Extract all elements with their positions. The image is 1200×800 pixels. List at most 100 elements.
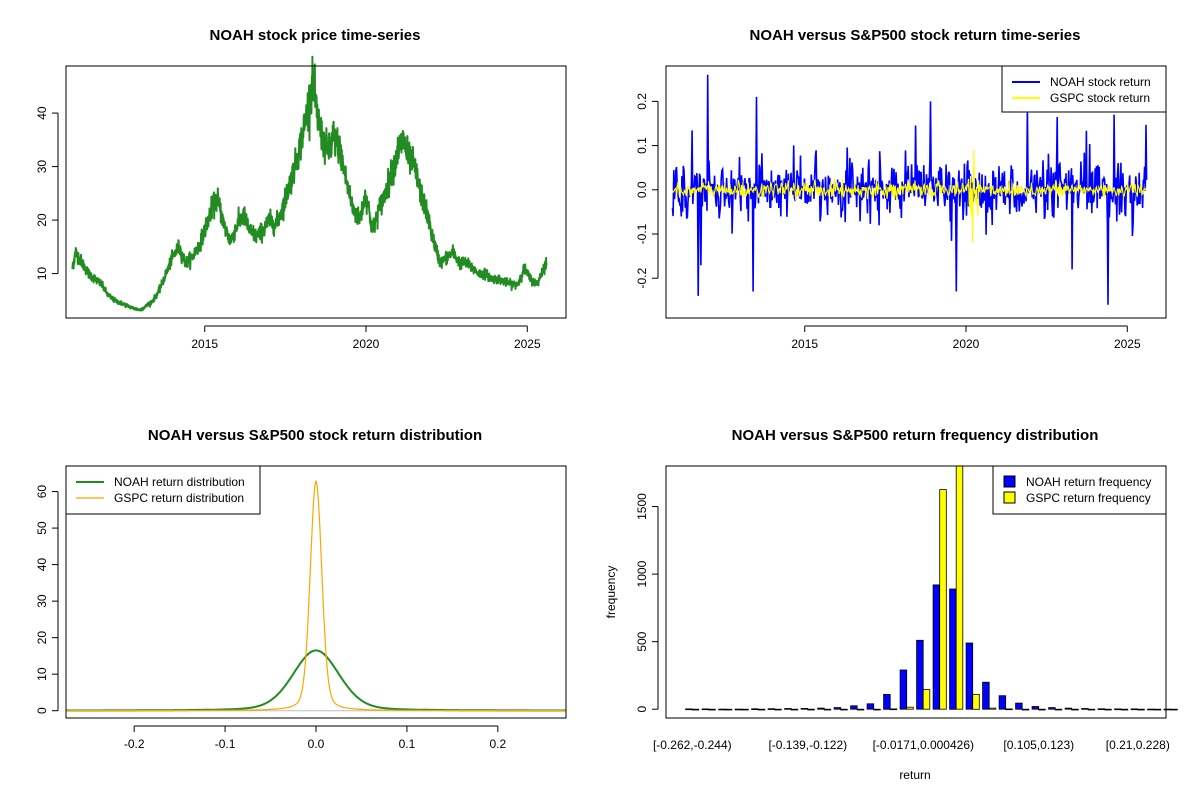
noah-frequency-bar (1147, 708, 1155, 711)
panel-1-x-tick-label: 2015 (191, 337, 218, 351)
noah-frequency-bar (800, 708, 809, 710)
gspc-frequency-bar (1104, 708, 1112, 711)
noah-frequency-bar (1130, 708, 1139, 711)
panel-price-timeseries: NOAH stock price time-series 2015 2020 202… (35, 27, 567, 351)
panel-3-y-tick-label: 10 (35, 667, 49, 681)
panel-4-legend: NOAH return frequency GSPC return freque… (992, 465, 1167, 515)
gspc-frequency-bar (1120, 708, 1129, 711)
panel-3-x-tick-label: 0.1 (399, 737, 416, 751)
noah-frequency-bar (866, 703, 875, 710)
panel-1-y-tick-label: 10 (35, 267, 49, 281)
noah-frequency-bar (1031, 706, 1040, 710)
panel-3-legend: NOAH return distribution GSPC return dis… (65, 465, 261, 515)
panel-return-timeseries: NOAH versus S&P500 stock return time-ser… (635, 27, 1167, 351)
panel-4-y-tick-label: 1000 (635, 560, 649, 587)
noah-frequency-bar (982, 681, 990, 710)
gspc-frequency-bar (708, 708, 716, 711)
panel-1-axes: 2015 2020 2025 10 20 30 40 (35, 106, 541, 351)
noah-frequency-bar (965, 642, 974, 710)
legend-swatch-noah-freq (1003, 475, 1016, 488)
panel-1-title: NOAH stock price time-series (210, 27, 421, 44)
noah-frequency-bar (767, 708, 776, 710)
panel-3-frame (65, 465, 567, 719)
noah-frequency-bar (817, 707, 825, 710)
noah-frequency-bar (751, 708, 759, 710)
gspc-frequency-bar (939, 489, 947, 710)
noah-frequency-bar (833, 707, 842, 710)
gspc-frequency-bar (856, 708, 865, 711)
noah-frequency-bar (1097, 708, 1106, 710)
panel-2-title: NOAH versus S&P500 stock return time-ser… (750, 27, 1081, 44)
gspc-frequency-bar (1071, 708, 1079, 711)
panel-3-y-tick-label: 40 (35, 558, 49, 572)
noah-frequency-bar (899, 669, 908, 710)
gspc-return-line (671, 149, 1148, 243)
panel-3-y-tick-label: 0 (35, 707, 49, 714)
panel-2-y-tick-label: 0.0 (635, 181, 649, 198)
panel-4-y-tick-label: 500 (635, 631, 649, 651)
panel-4-ylabel: frequency (604, 566, 618, 619)
panel-1-x-tick-label: 2025 (514, 337, 541, 351)
gspc-frequency-bar (757, 708, 766, 711)
panel-3-y-tick-label: 30 (35, 594, 49, 608)
gspc-frequency-bar (724, 708, 733, 711)
panel-1-y-tick-label: 30 (35, 160, 49, 174)
panel-1-marks (71, 55, 548, 312)
panel-3-x-tick-label: 0.0 (308, 737, 325, 751)
panel-2-x-tick-label: 2025 (1114, 337, 1141, 351)
panel-4-frame (665, 465, 1167, 719)
panel-1-y-tick-label: 40 (35, 106, 49, 120)
panel-2-x-tick-label: 2015 (791, 337, 818, 351)
gspc-frequency-bar (955, 465, 964, 710)
panel-3-marks (66, 480, 566, 712)
panel-4-title: NOAH versus S&P500 return frequency dist… (732, 427, 1099, 444)
panel-3-y-tick-label: 20 (35, 631, 49, 645)
legend-label-gspc-dist: GSPC return distribution (114, 491, 244, 505)
panel-4-x-tick-label: [0.21,0.228) (1106, 738, 1170, 752)
noah-frequency-bar (883, 694, 891, 710)
legend-label-noah-dist: NOAH return distribution (114, 475, 245, 489)
legend-label-gspc-freq: GSPC return frequency (1026, 491, 1151, 505)
noah-frequency-bar (1081, 708, 1089, 710)
legend-label-gspc: GSPC stock return (1050, 91, 1150, 105)
noah-frequency-bar (1064, 707, 1073, 710)
noah-frequency-bar (701, 708, 710, 711)
noah-frequency-bar (685, 708, 693, 711)
panel-return-frequency: NOAH versus S&P500 return frequency dist… (604, 427, 1178, 782)
panel-3-title: NOAH versus S&P500 stock return distribu… (148, 427, 482, 444)
panel-2-marks (671, 74, 1148, 305)
gspc-frequency-bar (1005, 708, 1013, 711)
noah-frequency-bar (784, 708, 792, 710)
gspc-frequency-bar (889, 708, 898, 711)
panel-4-x-tick-label: [0.105,0.123) (1003, 738, 1074, 752)
gspc-frequency-bar (741, 708, 749, 711)
panel-2-frame (665, 65, 1167, 319)
noah-frequency-bar (1163, 708, 1172, 711)
gspc-frequency-bar (988, 707, 997, 710)
gspc-density-line (66, 480, 566, 712)
panel-4-y-tick-label: 1500 (635, 493, 649, 520)
panel-return-distribution: NOAH versus S&P500 stock return distribu… (35, 427, 567, 751)
gspc-frequency-bar (1021, 708, 1030, 711)
noah-frequency-bar (998, 695, 1007, 710)
panel-2-axes: 2015 2020 2025 -0.2 -0.1 0.0 0.1 0.2 (635, 93, 1141, 351)
gspc-frequency-bar (790, 708, 799, 711)
gspc-frequency-bar (1038, 708, 1046, 711)
gspc-frequency-bar (1137, 708, 1145, 711)
panel-2-y-tick-label: 0.1 (635, 137, 649, 154)
gspc-frequency-bar (823, 708, 832, 711)
panel-4-x-tick-label: [-0.0171,0.000426) (873, 738, 974, 752)
panel-4-xlabel: return (899, 768, 930, 782)
gspc-frequency-bar (840, 708, 848, 711)
noah-frequency-bar (734, 708, 743, 711)
panel-2-y-tick-label: -0.1 (635, 223, 649, 244)
noah-frequency-bar (1114, 708, 1122, 711)
panel-3-axes: -0.2 -0.1 0.0 0.1 0.2 0 10 20 30 40 50 60 (35, 485, 506, 751)
legend-label-noah-freq: NOAH return frequency (1026, 475, 1151, 489)
panel-3-y-tick-label: 50 (35, 521, 49, 535)
gspc-frequency-bar (807, 708, 815, 711)
gspc-frequency-bar (906, 706, 914, 710)
panel-2-legend: NOAH stock return GSPC stock return (1001, 65, 1167, 113)
panel-3-x-tick-label: 0.2 (489, 737, 506, 751)
